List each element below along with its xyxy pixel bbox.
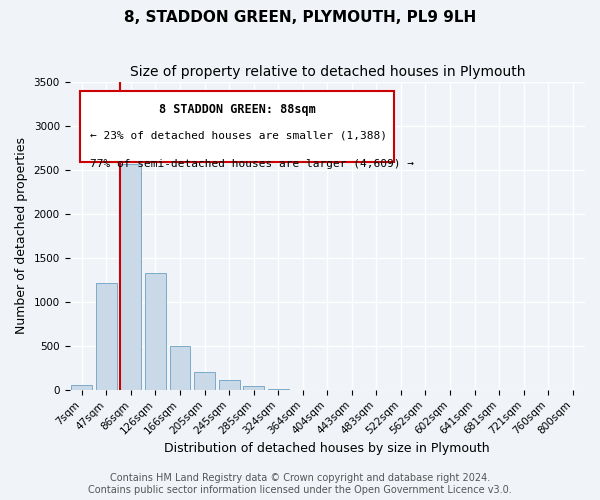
Bar — [218, 380, 239, 390]
X-axis label: Distribution of detached houses by size in Plymouth: Distribution of detached houses by size … — [164, 442, 490, 455]
Bar — [194, 372, 215, 390]
Title: Size of property relative to detached houses in Plymouth: Size of property relative to detached ho… — [130, 65, 525, 79]
Bar — [121, 164, 142, 390]
Y-axis label: Number of detached properties: Number of detached properties — [15, 137, 28, 334]
Text: 8 STADDON GREEN: 88sqm: 8 STADDON GREEN: 88sqm — [158, 103, 316, 116]
Text: ← 23% of detached houses are smaller (1,388): ← 23% of detached houses are smaller (1,… — [90, 131, 387, 141]
Text: 77% of semi-detached houses are larger (4,609) →: 77% of semi-detached houses are larger (… — [90, 158, 414, 168]
Bar — [243, 386, 264, 390]
FancyBboxPatch shape — [80, 91, 394, 162]
Bar — [170, 346, 190, 390]
Bar — [71, 386, 92, 390]
Bar — [96, 284, 117, 390]
Text: Contains HM Land Registry data © Crown copyright and database right 2024.
Contai: Contains HM Land Registry data © Crown c… — [88, 474, 512, 495]
Text: 8, STADDON GREEN, PLYMOUTH, PL9 9LH: 8, STADDON GREEN, PLYMOUTH, PL9 9LH — [124, 10, 476, 25]
Bar — [145, 272, 166, 390]
